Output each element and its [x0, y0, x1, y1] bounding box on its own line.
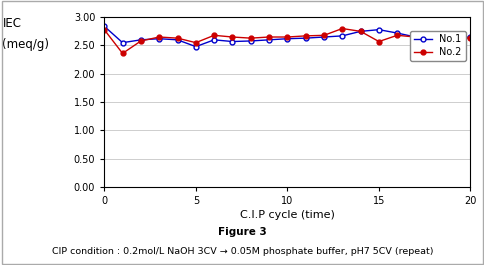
- No.2: [156, 36, 162, 39]
- X-axis label: C.I.P cycle (time): C.I.P cycle (time): [240, 210, 334, 220]
- No.1: [320, 36, 326, 39]
- Text: Figure 3: Figure 3: [218, 227, 266, 237]
- No.1: [467, 36, 472, 39]
- No.1: [120, 41, 125, 44]
- No.1: [101, 25, 107, 28]
- No.2: [174, 37, 180, 40]
- Legend: No.1, No.2: No.1, No.2: [409, 30, 465, 61]
- No.1: [412, 36, 418, 39]
- No.1: [375, 28, 381, 31]
- No.1: [156, 37, 162, 40]
- Line: No.1: No.1: [102, 24, 472, 49]
- No.1: [266, 38, 272, 41]
- No.1: [302, 37, 308, 40]
- No.1: [393, 32, 399, 35]
- No.1: [247, 39, 253, 43]
- Line: No.2: No.2: [102, 26, 472, 56]
- No.1: [174, 38, 180, 41]
- No.2: [302, 34, 308, 37]
- No.2: [339, 27, 345, 30]
- No.1: [229, 40, 235, 43]
- No.2: [320, 34, 326, 37]
- No.2: [229, 36, 235, 39]
- No.1: [193, 45, 198, 48]
- No.2: [211, 34, 217, 37]
- No.2: [284, 36, 289, 39]
- No.2: [120, 52, 125, 55]
- No.2: [448, 37, 454, 40]
- Text: CIP condition : 0.2mol/L NaOH 3CV → 0.05M phosphate buffer, pH7 5CV (repeat): CIP condition : 0.2mol/L NaOH 3CV → 0.05…: [52, 247, 432, 256]
- No.1: [339, 34, 345, 37]
- No.1: [137, 38, 143, 41]
- No.2: [247, 37, 253, 40]
- No.2: [101, 28, 107, 31]
- Text: IEC: IEC: [2, 17, 21, 30]
- No.2: [430, 37, 436, 40]
- No.1: [211, 38, 217, 41]
- No.2: [266, 36, 272, 39]
- No.2: [412, 36, 418, 39]
- No.2: [375, 40, 381, 43]
- No.1: [284, 37, 289, 40]
- No.1: [448, 37, 454, 40]
- No.2: [467, 37, 472, 40]
- No.2: [357, 30, 363, 33]
- Text: (meq/g): (meq/g): [2, 38, 49, 51]
- No.1: [357, 30, 363, 33]
- No.1: [430, 38, 436, 41]
- No.2: [137, 39, 143, 43]
- No.2: [393, 34, 399, 37]
- No.2: [193, 41, 198, 44]
